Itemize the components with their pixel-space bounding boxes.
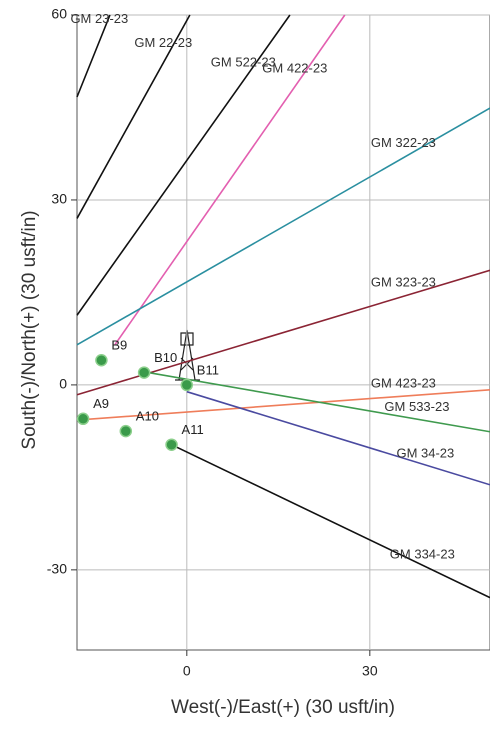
- legend-label: GM 533-23: [384, 399, 449, 414]
- well-point: [95, 353, 108, 367]
- well-label: B11: [197, 362, 219, 377]
- well-path: [144, 371, 490, 433]
- well-point: [165, 438, 178, 451]
- x-axis-title: West(-)/East(+) (30 usft/in): [171, 697, 395, 718]
- legend-label: GM 23-23: [70, 11, 128, 26]
- y-axis-title: South(-)/North(+) (30 usft/in): [19, 210, 40, 449]
- well-path: [76, 14, 111, 98]
- well-path: [171, 443, 490, 599]
- legend-label: GM 323-23: [371, 275, 436, 290]
- y-tick-label: 60: [51, 6, 67, 22]
- well-path: [76, 107, 490, 346]
- y-tick-label: 0: [59, 376, 67, 392]
- well-path: [114, 14, 346, 346]
- x-tick-label: 0: [183, 663, 191, 679]
- legend-label: GM 34-23: [396, 446, 454, 461]
- well-label: A11: [182, 422, 204, 437]
- legend-label: GM 522-23: [211, 54, 276, 69]
- well-path: [186, 390, 490, 486]
- well-point: [180, 378, 194, 392]
- legend-label: GM 322-23: [371, 135, 436, 150]
- x-tick-label: 30: [362, 663, 378, 679]
- well-path: [76, 14, 191, 219]
- well-path: [76, 14, 291, 316]
- well-label: A10: [136, 409, 159, 424]
- legend-label: GM 423-23: [371, 375, 436, 390]
- well-path: [76, 389, 490, 421]
- well-point: [119, 424, 133, 438]
- well-label: B9: [111, 338, 127, 353]
- legend-label: GM 22-23: [134, 35, 192, 50]
- well-point: [137, 366, 151, 379]
- well-label: B10: [154, 350, 177, 365]
- well-point: [76, 412, 90, 426]
- y-tick-label: -30: [47, 561, 67, 577]
- legend-label: GM 334-23: [390, 546, 455, 561]
- well-label: A9: [93, 396, 109, 411]
- y-tick-label: 30: [51, 191, 67, 207]
- legend-label: GM 422-23: [262, 60, 327, 75]
